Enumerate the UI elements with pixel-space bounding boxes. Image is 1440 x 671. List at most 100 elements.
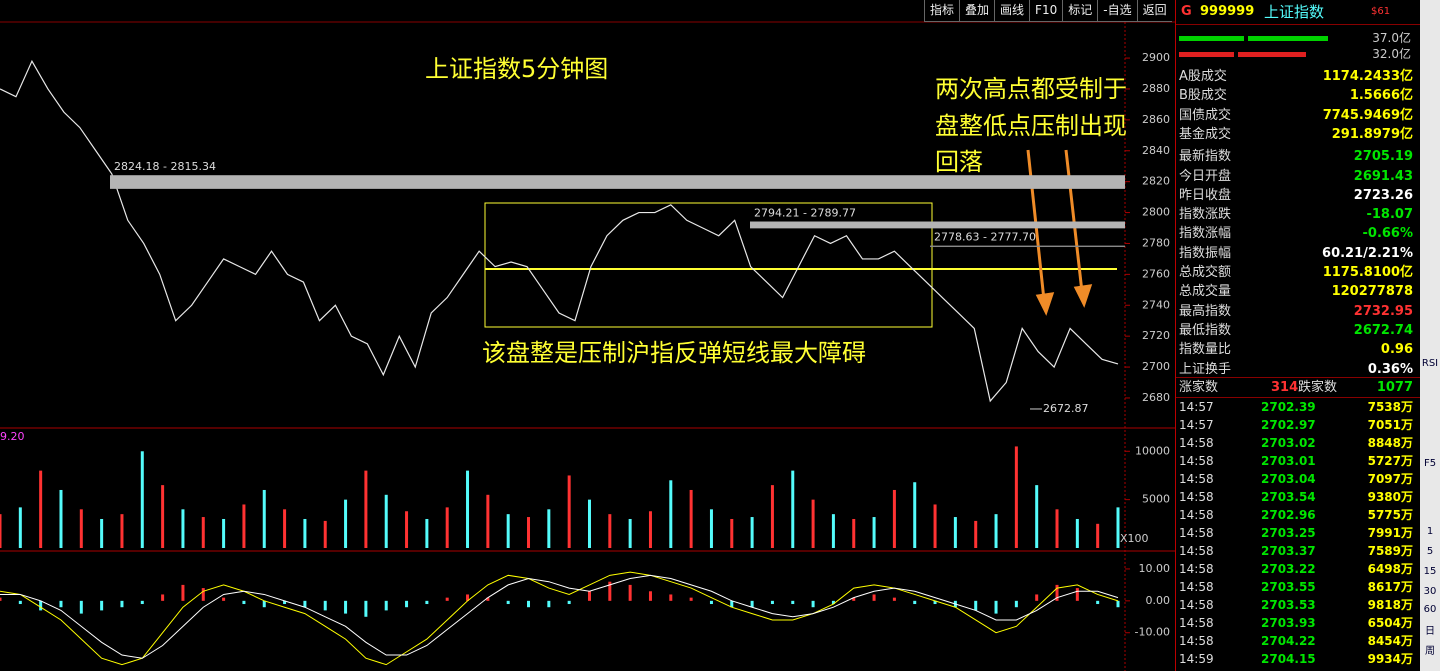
sidebar-button[interactable]: 1 xyxy=(1426,526,1434,537)
tick-time: 14:58 xyxy=(1179,580,1214,594)
sidebar-button[interactable]: 5 xyxy=(1426,546,1434,557)
stat-value: 1.5666亿 xyxy=(1349,88,1413,104)
stat-value: 2705.19 xyxy=(1353,149,1413,165)
macd-bar xyxy=(974,600,978,611)
stat-value: 291.8979亿 xyxy=(1331,126,1413,142)
sidebar-button[interactable]: 周 xyxy=(1425,646,1435,657)
annotation: 两次高点都受制于 xyxy=(935,75,1127,103)
y-tick-label: 2860 xyxy=(1142,113,1170,126)
volume-bar xyxy=(852,518,856,548)
tick-volume: 9818万 xyxy=(1367,598,1413,612)
volume-bar xyxy=(425,518,429,548)
tick-time: 14:58 xyxy=(1179,454,1214,468)
toolbar-button[interactable]: 画线 xyxy=(994,0,1030,22)
header-code: 999999 xyxy=(1200,4,1255,19)
flow-bar xyxy=(1238,52,1306,57)
stat-row: 最低指数 2672.74 xyxy=(1176,321,1421,340)
volume-bar xyxy=(486,494,490,548)
tick-time: 14:58 xyxy=(1179,508,1214,522)
volume-bar xyxy=(161,485,165,548)
stat-value: 0.36% xyxy=(1367,361,1413,377)
stat-row: 总成交额 1175.8100亿 xyxy=(1176,263,1421,282)
y-tick-label: 10.00 xyxy=(1139,562,1171,575)
y-tick-label: 2700 xyxy=(1142,360,1170,373)
sidebar-button[interactable]: 60 xyxy=(1423,604,1437,615)
macd-bar xyxy=(79,600,83,614)
tick-price: 2703.01 xyxy=(1261,454,1316,468)
macd-bar xyxy=(587,591,591,601)
y-tick-label: 2900 xyxy=(1142,51,1170,64)
tick-row: 14:58 2703.37 7589万 xyxy=(1176,542,1421,560)
sidebar-button[interactable]: 30 xyxy=(1423,586,1437,597)
sidebar-button[interactable]: 15 xyxy=(1423,566,1437,577)
volume-bar xyxy=(831,514,835,548)
volume-bar xyxy=(547,509,551,548)
sidebar-button[interactable]: 日 xyxy=(1425,626,1435,637)
stat-row: 指数量比 0.96 xyxy=(1176,340,1421,359)
tick-price: 2703.37 xyxy=(1261,544,1316,558)
stat-label: 指数涨幅 xyxy=(1179,226,1232,242)
header-mark: G xyxy=(1181,4,1192,19)
tick-price: 2702.96 xyxy=(1261,508,1316,522)
macd-bar xyxy=(262,600,266,608)
tick-row: 14:58 2704.22 8454万 xyxy=(1176,632,1421,650)
band-label: 2824.18 - 2815.34 xyxy=(114,160,216,173)
macd-bar xyxy=(648,591,652,601)
macd-bar xyxy=(405,600,409,608)
breadth-value: 314 xyxy=(1271,380,1299,395)
tick-volume: 5775万 xyxy=(1367,508,1413,522)
volume-bar xyxy=(770,485,774,548)
macd-bar xyxy=(994,600,998,614)
tick-volume: 6498万 xyxy=(1367,562,1413,576)
consolidation-box xyxy=(484,202,933,328)
volume-bar xyxy=(1055,509,1059,548)
toolbar-button[interactable]: 标记 xyxy=(1062,0,1098,22)
tick-price: 2703.02 xyxy=(1261,436,1316,450)
volume-bar xyxy=(1096,523,1100,548)
resistance-band xyxy=(750,221,1125,229)
toolbar-button[interactable]: 返回 xyxy=(1136,0,1172,22)
tick-price: 2704.22 xyxy=(1261,634,1316,648)
toolbar-button[interactable]: -自选 xyxy=(1097,0,1137,22)
volume-bar xyxy=(506,514,510,548)
volume-bar xyxy=(892,489,896,548)
macd-bar xyxy=(364,600,368,617)
volume-bar xyxy=(466,470,470,548)
tick-row: 14:58 2703.93 6504万 xyxy=(1176,614,1421,632)
volume-bar xyxy=(201,517,205,548)
toolbar-button[interactable]: F10 xyxy=(1029,0,1063,22)
volume-bar xyxy=(262,489,266,548)
macd-bar xyxy=(689,597,693,601)
volume-bar xyxy=(791,470,795,548)
toolbar-button[interactable]: 指标 xyxy=(924,0,960,22)
sidebar-button[interactable]: F5 xyxy=(1423,458,1437,469)
stat-value: 7745.9469亿 xyxy=(1322,107,1413,123)
stat-value: 2672.74 xyxy=(1353,322,1413,338)
stat-value: -0.66% xyxy=(1362,226,1414,242)
volume-bar xyxy=(567,475,571,548)
arrows xyxy=(1026,149,1093,316)
macd-bar xyxy=(770,600,774,605)
tick-time: 14:58 xyxy=(1179,490,1214,504)
annotation: 回落 xyxy=(935,148,983,176)
stat-row: 总成交量 120277878 xyxy=(1176,282,1421,301)
stat-value: 60.21/2.21% xyxy=(1322,245,1413,261)
volume-bar xyxy=(1035,485,1039,548)
volume-bar xyxy=(39,470,43,548)
low-label: 2672.87 xyxy=(1043,402,1089,415)
sidebar-button[interactable]: RSI xyxy=(1421,358,1439,369)
stat-label: 今日开盘 xyxy=(1179,168,1232,184)
volume-bar xyxy=(648,511,652,548)
toolbar-button[interactable]: 叠加 xyxy=(959,0,995,22)
macd-bar xyxy=(384,600,388,611)
y-tick-label: 0.00 xyxy=(1146,594,1171,607)
stat-label: B股成交 xyxy=(1179,88,1227,104)
volume-bar xyxy=(0,514,2,548)
stat-value: 2723.26 xyxy=(1353,187,1413,203)
macd-bar xyxy=(547,600,551,608)
stat-label: A股成交 xyxy=(1179,69,1227,84)
macd-bar xyxy=(425,600,429,605)
flow-bar xyxy=(1179,52,1234,57)
tick-row: 14:57 2702.97 7051万 xyxy=(1176,416,1421,434)
